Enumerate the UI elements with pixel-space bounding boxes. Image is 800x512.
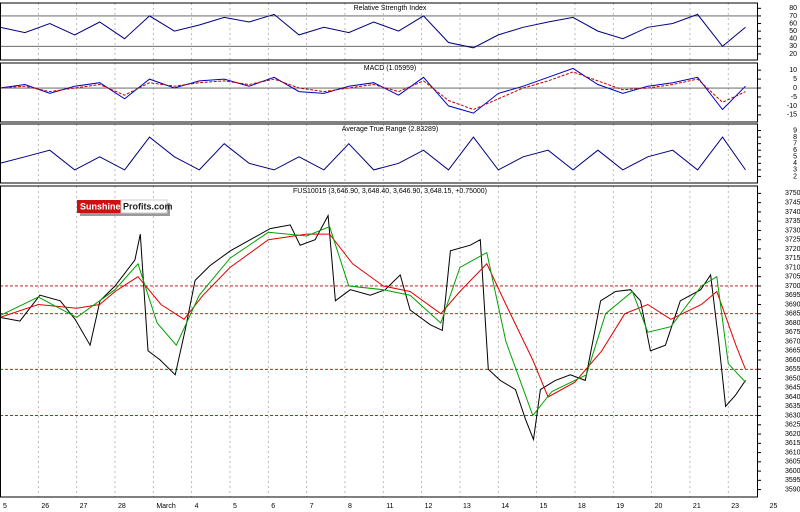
y-tick-label: -15 bbox=[787, 112, 797, 119]
x-tick-label: 13 bbox=[463, 503, 471, 510]
y-tick-label: 3630 bbox=[785, 412, 800, 419]
x-tick-label: 20 bbox=[655, 503, 663, 510]
y-tick-label: 3635 bbox=[785, 403, 800, 410]
panel-border bbox=[0, 62, 758, 123]
y-tick-label: 0 bbox=[793, 85, 797, 92]
x-tick-label: 6 bbox=[271, 503, 275, 510]
y-tick-label: 2 bbox=[793, 173, 797, 180]
y-tick-label: 3645 bbox=[785, 385, 800, 392]
y-tick-label: 3660 bbox=[785, 357, 800, 364]
y-tick-label: 3735 bbox=[785, 218, 800, 225]
y-tick-label: 3675 bbox=[785, 329, 800, 336]
y-tick-label: 70 bbox=[789, 13, 797, 20]
panel bbox=[0, 3, 757, 60]
y-tick-label: 3655 bbox=[785, 366, 800, 373]
x-tick-label: 15 bbox=[540, 503, 548, 510]
y-tick-label: 3730 bbox=[785, 227, 800, 234]
y-tick-label: 3720 bbox=[785, 246, 800, 253]
y-tick-label: 80 bbox=[789, 5, 797, 12]
y-tick-label: 8 bbox=[793, 134, 797, 141]
y-tick-label: 3740 bbox=[785, 209, 800, 216]
y-tick-label: 3745 bbox=[785, 200, 800, 207]
logo-left: Sunshine bbox=[80, 201, 121, 211]
x-tick-label: 27 bbox=[80, 503, 88, 510]
x-tick-label: 7 bbox=[310, 503, 314, 510]
y-tick-label: 3620 bbox=[785, 431, 800, 438]
y-tick-label: 3615 bbox=[785, 440, 800, 447]
y-tick-label: 9 bbox=[793, 127, 797, 134]
y-tick-label: 40 bbox=[789, 36, 797, 43]
y-tick-label: 3685 bbox=[785, 311, 800, 318]
x-tick-label: March bbox=[156, 503, 176, 510]
panel bbox=[0, 63, 757, 122]
x-tick-label: 25 bbox=[770, 503, 778, 510]
panel bbox=[0, 124, 746, 183]
y-tick-label: 6 bbox=[793, 147, 797, 154]
x-tick-label: 11 bbox=[386, 503, 393, 510]
series-line bbox=[0, 71, 746, 111]
logo-right-box bbox=[120, 199, 168, 214]
y-tick-label: 3670 bbox=[785, 338, 800, 345]
x-tick-label: 18 bbox=[578, 503, 586, 510]
x-tick-label: 19 bbox=[616, 503, 624, 510]
x-tick-label: 14 bbox=[501, 503, 509, 510]
y-tick-label: 3680 bbox=[785, 320, 800, 327]
y-tick-label: 3725 bbox=[785, 237, 800, 244]
panel-title: Relative Strength Index bbox=[354, 5, 427, 12]
x-tick-label: 28 bbox=[118, 503, 126, 510]
y-tick-label: 4 bbox=[793, 160, 797, 167]
x-tick-label: 23 bbox=[731, 503, 739, 510]
y-tick-label: 60 bbox=[789, 20, 797, 27]
panel-border bbox=[0, 123, 758, 184]
x-tick-label: 4 bbox=[195, 503, 199, 510]
y-tick-label: 3 bbox=[793, 167, 797, 174]
y-tick-label: 3650 bbox=[785, 375, 800, 382]
y-tick-label: 3695 bbox=[785, 292, 800, 299]
y-tick-label: 3610 bbox=[785, 449, 800, 456]
y-tick-label: 5 bbox=[793, 76, 797, 83]
y-tick-label: 10 bbox=[789, 67, 797, 74]
logo-right: Profits.com bbox=[123, 201, 173, 211]
y-tick-label: -10 bbox=[787, 103, 797, 110]
series-line bbox=[0, 13, 746, 49]
y-tick-label: 3700 bbox=[785, 283, 800, 290]
y-tick-label: 5 bbox=[793, 154, 797, 161]
series-line bbox=[0, 136, 746, 171]
y-tick-label: 7 bbox=[793, 141, 797, 148]
y-tick-label: 3640 bbox=[785, 394, 800, 401]
series-line bbox=[0, 226, 746, 417]
y-tick-label: 30 bbox=[789, 43, 797, 50]
y-tick-label: 3705 bbox=[785, 274, 800, 281]
x-tick-label: 26 bbox=[41, 503, 49, 510]
y-tick-label: 3710 bbox=[785, 264, 800, 271]
series-line bbox=[0, 233, 746, 398]
y-tick-label: 50 bbox=[789, 28, 797, 35]
x-tick-label: 8 bbox=[348, 503, 352, 510]
series-line bbox=[0, 213, 746, 442]
logo-left-box bbox=[77, 200, 121, 213]
panel-border bbox=[0, 185, 758, 498]
series-line bbox=[0, 67, 746, 114]
y-tick-label: 3625 bbox=[785, 422, 800, 429]
panel-title: MACD (1.05959) bbox=[364, 65, 417, 72]
panel bbox=[0, 186, 757, 497]
x-tick-label: 5 bbox=[233, 503, 237, 510]
y-tick-label: 20 bbox=[789, 51, 797, 58]
y-tick-label: 3605 bbox=[785, 459, 800, 466]
y-tick-label: 3750 bbox=[785, 190, 800, 197]
y-tick-label: 3715 bbox=[785, 255, 800, 262]
x-tick-label: 5 bbox=[3, 503, 7, 510]
y-tick-label: 3590 bbox=[785, 486, 800, 493]
y-tick-label: -5 bbox=[791, 94, 797, 101]
panel-title: FUS10015 (3,646.90, 3,648.40, 3,646.90, … bbox=[293, 188, 487, 195]
y-tick-label: 3600 bbox=[785, 468, 800, 475]
y-tick-label: 3690 bbox=[785, 301, 800, 308]
y-tick-label: 3595 bbox=[785, 477, 800, 484]
panel-title: Average True Range (2.83289) bbox=[342, 126, 438, 133]
y-tick-label: 3665 bbox=[785, 348, 800, 355]
x-tick-label: 21 bbox=[693, 503, 701, 510]
x-tick-label: 12 bbox=[425, 503, 433, 510]
